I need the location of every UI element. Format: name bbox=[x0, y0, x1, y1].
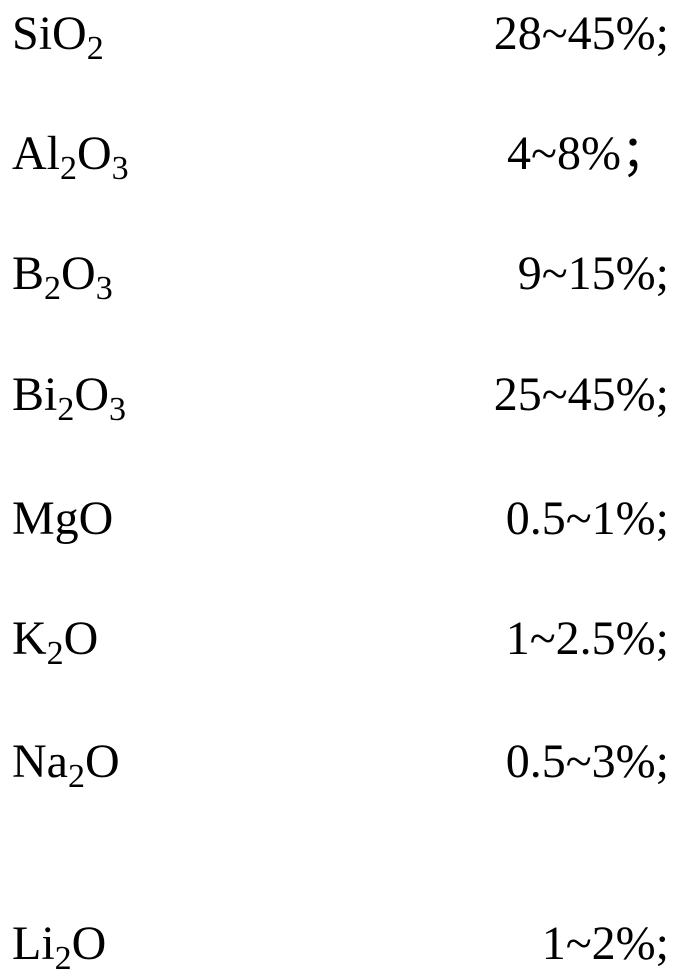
formula-sio2: SiO2 bbox=[12, 10, 104, 58]
formula-base: K bbox=[12, 612, 47, 665]
value-text: 0.5~1% bbox=[506, 492, 656, 545]
formula-sub: 2 bbox=[87, 30, 104, 67]
value-mgo: 0.5~1%; bbox=[506, 495, 669, 543]
formula-al2o3: Al2O3 bbox=[12, 130, 129, 178]
formula-tail: O bbox=[72, 917, 107, 970]
formula-sub: 3 bbox=[96, 270, 113, 307]
formula-base: B bbox=[12, 247, 44, 300]
formula-bi2o3: Bi2O3 bbox=[12, 371, 126, 419]
formula-na2o: Na2O bbox=[12, 738, 120, 786]
formula-b2o3: B2O3 bbox=[12, 250, 113, 298]
value-punct: ; bbox=[656, 371, 669, 419]
value-bi2o3: 25~45%; bbox=[494, 371, 669, 419]
value-b2o3: 9~15%; bbox=[518, 250, 669, 298]
formula-base: Li bbox=[12, 917, 55, 970]
formula-midsub: 2 bbox=[57, 391, 74, 428]
formula-base: SiO bbox=[12, 7, 87, 60]
value-text: 4~8% bbox=[507, 127, 621, 180]
value-li2o: 1~2%; bbox=[542, 920, 669, 968]
value-text: 0.5~3% bbox=[506, 735, 656, 788]
formula-tail: O bbox=[64, 612, 99, 665]
value-k2o: 1~2.5%; bbox=[506, 615, 669, 663]
formula-base: Bi bbox=[12, 368, 57, 421]
formula-midsub: 2 bbox=[60, 150, 77, 187]
value-text: 9~15% bbox=[518, 247, 656, 300]
formula-midsub: 2 bbox=[68, 758, 85, 795]
value-al2o3: 4~8%； bbox=[507, 130, 669, 178]
value-punct: ; bbox=[656, 738, 669, 786]
formula-midsub: 2 bbox=[44, 270, 61, 307]
formula-base: Al bbox=[12, 127, 60, 180]
value-punct: ; bbox=[656, 250, 669, 298]
formula-mgo: MgO bbox=[12, 495, 113, 543]
value-punct: ; bbox=[656, 10, 669, 58]
formula-sub: 3 bbox=[109, 391, 126, 428]
value-sio2: 28~45%; bbox=[494, 10, 669, 58]
composition-table: SiO2 28~45%; Al2O3 4~8%； B2O3 9~15%; Bi2… bbox=[0, 0, 691, 979]
formula-li2o: Li2O bbox=[12, 920, 106, 968]
value-punct: ; bbox=[656, 920, 669, 968]
formula-base: Na bbox=[12, 735, 68, 788]
value-text: 1~2.5% bbox=[506, 612, 656, 665]
formula-tail: O bbox=[61, 247, 96, 300]
formula-k2o: K2O bbox=[12, 615, 98, 663]
value-text: 28~45% bbox=[494, 7, 656, 60]
formula-midsub: 2 bbox=[47, 635, 64, 672]
value-punct: ； bbox=[621, 130, 669, 178]
formula-tail: O bbox=[85, 735, 120, 788]
value-na2o: 0.5~3%; bbox=[506, 738, 669, 786]
formula-base: MgO bbox=[12, 492, 113, 545]
value-punct: ; bbox=[656, 495, 669, 543]
formula-tail: O bbox=[77, 127, 112, 180]
value-punct: ; bbox=[656, 615, 669, 663]
value-text: 25~45% bbox=[494, 368, 656, 421]
formula-midsub: 2 bbox=[55, 940, 72, 977]
formula-tail: O bbox=[74, 368, 109, 421]
value-text: 1~2% bbox=[542, 917, 656, 970]
formula-sub: 3 bbox=[112, 150, 129, 187]
